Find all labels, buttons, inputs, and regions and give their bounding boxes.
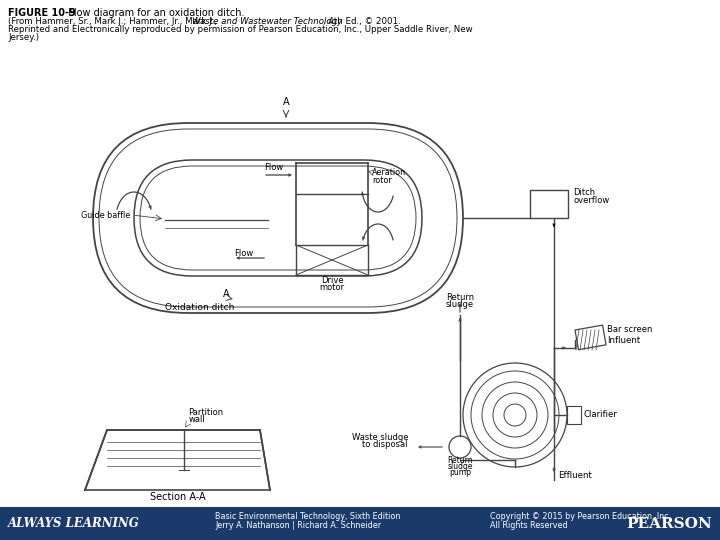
Text: motor: motor bbox=[320, 283, 345, 292]
Text: Section A-A: Section A-A bbox=[150, 492, 205, 502]
Text: sludge: sludge bbox=[446, 300, 474, 309]
Text: Clarifier: Clarifier bbox=[583, 410, 617, 419]
Text: Effluent: Effluent bbox=[558, 471, 592, 480]
Text: PEARSON: PEARSON bbox=[626, 516, 712, 530]
Text: to disposal: to disposal bbox=[362, 440, 408, 449]
Text: overflow: overflow bbox=[573, 196, 609, 205]
Text: FIGURE 10-9: FIGURE 10-9 bbox=[8, 8, 76, 18]
Text: Oxidation ditch: Oxidation ditch bbox=[166, 303, 235, 312]
Text: A: A bbox=[222, 289, 229, 299]
Text: Influent: Influent bbox=[607, 336, 640, 345]
Text: wall: wall bbox=[189, 415, 205, 424]
Bar bbox=[575, 325, 606, 350]
Text: Flow: Flow bbox=[234, 249, 253, 258]
Text: Partition: Partition bbox=[189, 408, 224, 417]
Text: Waste and Wastewater Technology: Waste and Wastewater Technology bbox=[192, 17, 342, 26]
Text: Flow diagram for an oxidation ditch.: Flow diagram for an oxidation ditch. bbox=[62, 8, 245, 18]
Text: Aeration: Aeration bbox=[372, 168, 406, 177]
Text: rotor: rotor bbox=[372, 176, 392, 185]
Text: ALWAYS LEARNING: ALWAYS LEARNING bbox=[8, 517, 140, 530]
Text: sludge: sludge bbox=[447, 462, 473, 471]
Text: Flow: Flow bbox=[264, 163, 283, 172]
Text: Jerry A. Nathanson | Richard A. Schneider: Jerry A. Nathanson | Richard A. Schneide… bbox=[215, 521, 381, 530]
Text: A: A bbox=[283, 97, 289, 107]
Text: Reprinted and Electronically reproduced by permission of Pearson Education, Inc.: Reprinted and Electronically reproduced … bbox=[8, 25, 472, 34]
Text: Guide baffle: Guide baffle bbox=[81, 211, 130, 219]
Text: Jersey.): Jersey.) bbox=[8, 33, 39, 42]
Bar bbox=[0, 507, 720, 540]
Text: (From Hammer, Sr., Mark J.; Hammer, Jr., Mark J.,: (From Hammer, Sr., Mark J.; Hammer, Jr.,… bbox=[8, 17, 220, 26]
Text: pump: pump bbox=[449, 468, 471, 477]
Text: Bar screen: Bar screen bbox=[607, 325, 652, 334]
Text: , 4th Ed., © 2001.: , 4th Ed., © 2001. bbox=[323, 17, 400, 26]
Text: Return: Return bbox=[446, 293, 474, 302]
Text: All Rights Reserved: All Rights Reserved bbox=[490, 521, 567, 530]
Text: Copyright © 2015 by Pearson Education, Inc: Copyright © 2015 by Pearson Education, I… bbox=[490, 512, 669, 521]
Bar bbox=[567, 406, 581, 424]
Text: Ditch: Ditch bbox=[573, 188, 595, 197]
Text: Waste sludge: Waste sludge bbox=[351, 433, 408, 442]
Text: Drive: Drive bbox=[320, 276, 343, 285]
Text: Return: Return bbox=[447, 456, 473, 465]
Text: Basic Environmental Technology, Sixth Edition: Basic Environmental Technology, Sixth Ed… bbox=[215, 512, 400, 521]
Bar bbox=[530, 190, 568, 218]
